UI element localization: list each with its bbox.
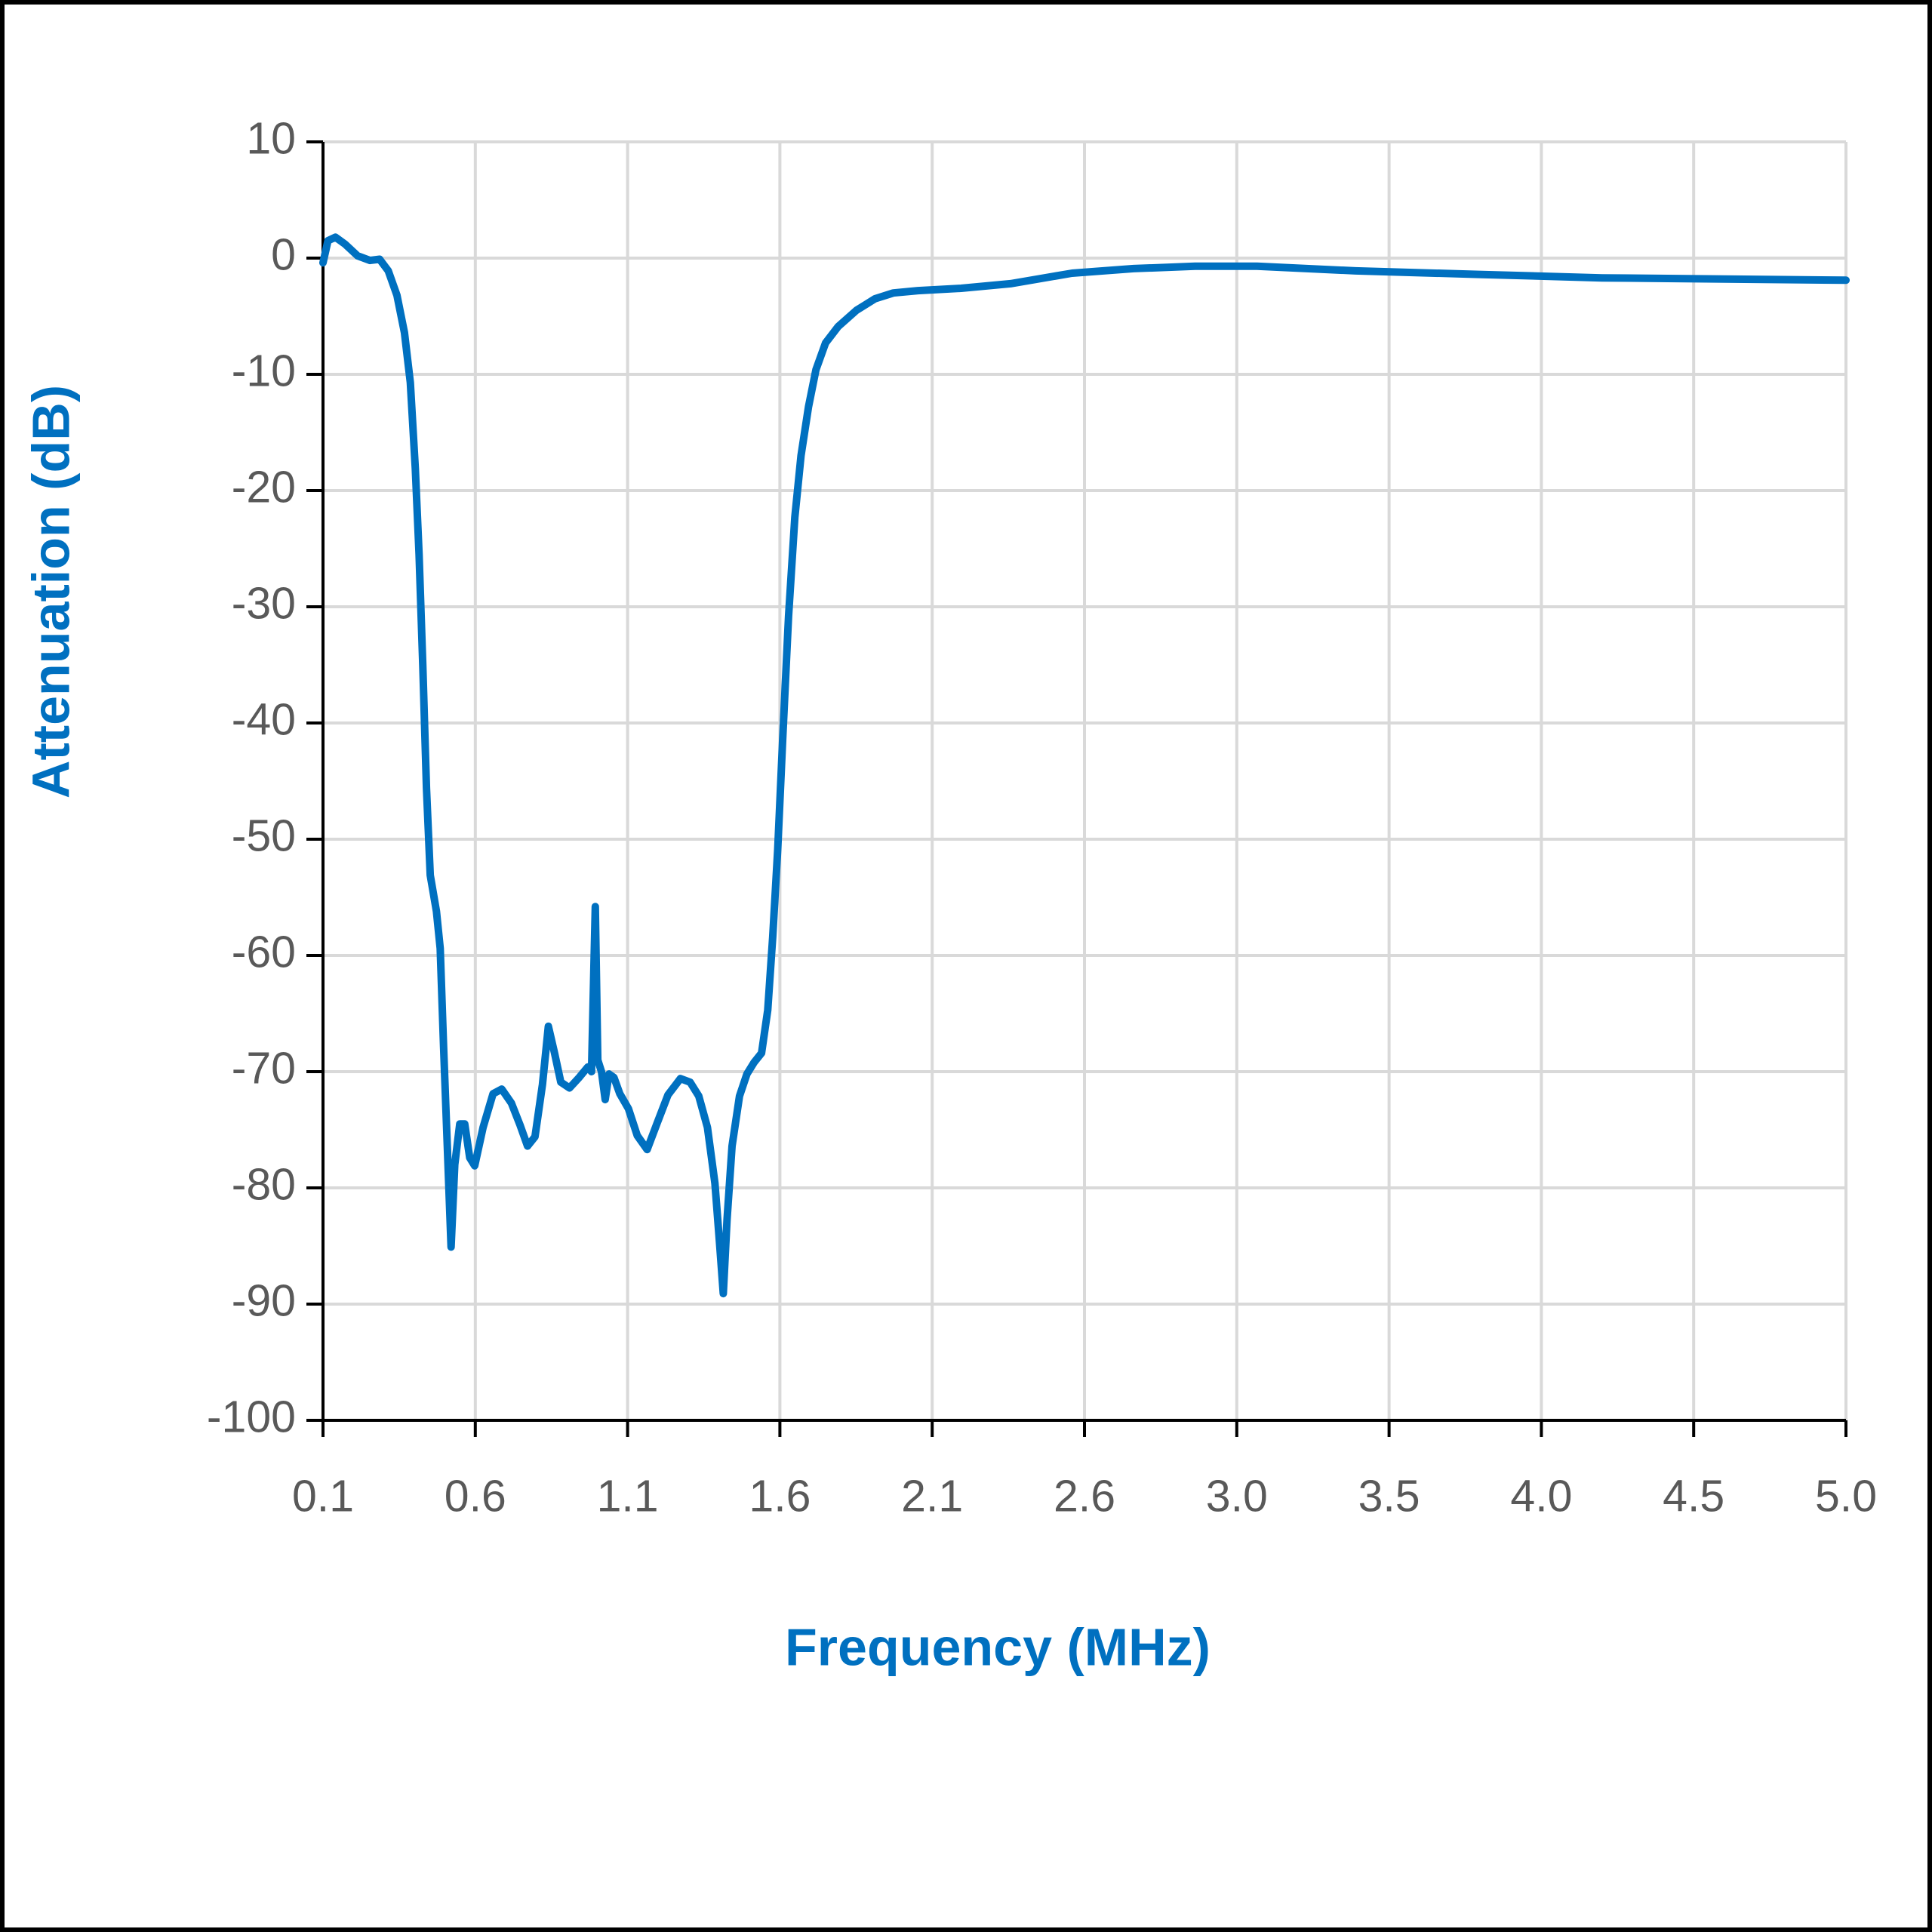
x-tick-label: 2.6 — [1054, 1472, 1115, 1521]
y-tick-label: -40 — [232, 695, 296, 745]
y-tick-label: -80 — [232, 1160, 296, 1210]
y-tick-label: 0 — [271, 230, 296, 280]
y-tick-label: -100 — [207, 1392, 296, 1442]
y-axis-title: Attenuation (dB) — [21, 385, 80, 798]
y-tick-label: -50 — [232, 811, 296, 861]
x-tick-label: 0.1 — [292, 1472, 354, 1521]
y-tick-label: -10 — [232, 346, 296, 396]
x-tick-label: 4.0 — [1510, 1472, 1572, 1521]
x-tick-label: 0.6 — [445, 1472, 506, 1521]
y-tick-label: -20 — [232, 463, 296, 512]
y-tick-label: -30 — [232, 579, 296, 629]
x-tick-label: 2.1 — [901, 1472, 963, 1521]
y-tick-label: 10 — [246, 114, 296, 164]
x-tick-label: 1.1 — [597, 1472, 659, 1521]
y-tick-label: -70 — [232, 1044, 296, 1094]
x-axis-title: Frequency (MHz) — [785, 1617, 1211, 1676]
x-tick-label: 4.5 — [1663, 1472, 1724, 1521]
x-tick-label: 1.6 — [749, 1472, 811, 1521]
x-tick-label: 3.5 — [1358, 1472, 1420, 1521]
data-line — [319, 233, 1850, 1298]
y-tick-label: -60 — [232, 928, 296, 977]
y-tick-label: -90 — [232, 1276, 296, 1326]
x-tick-label: 5.0 — [1815, 1472, 1877, 1521]
x-tick-label: 3.0 — [1206, 1472, 1268, 1521]
